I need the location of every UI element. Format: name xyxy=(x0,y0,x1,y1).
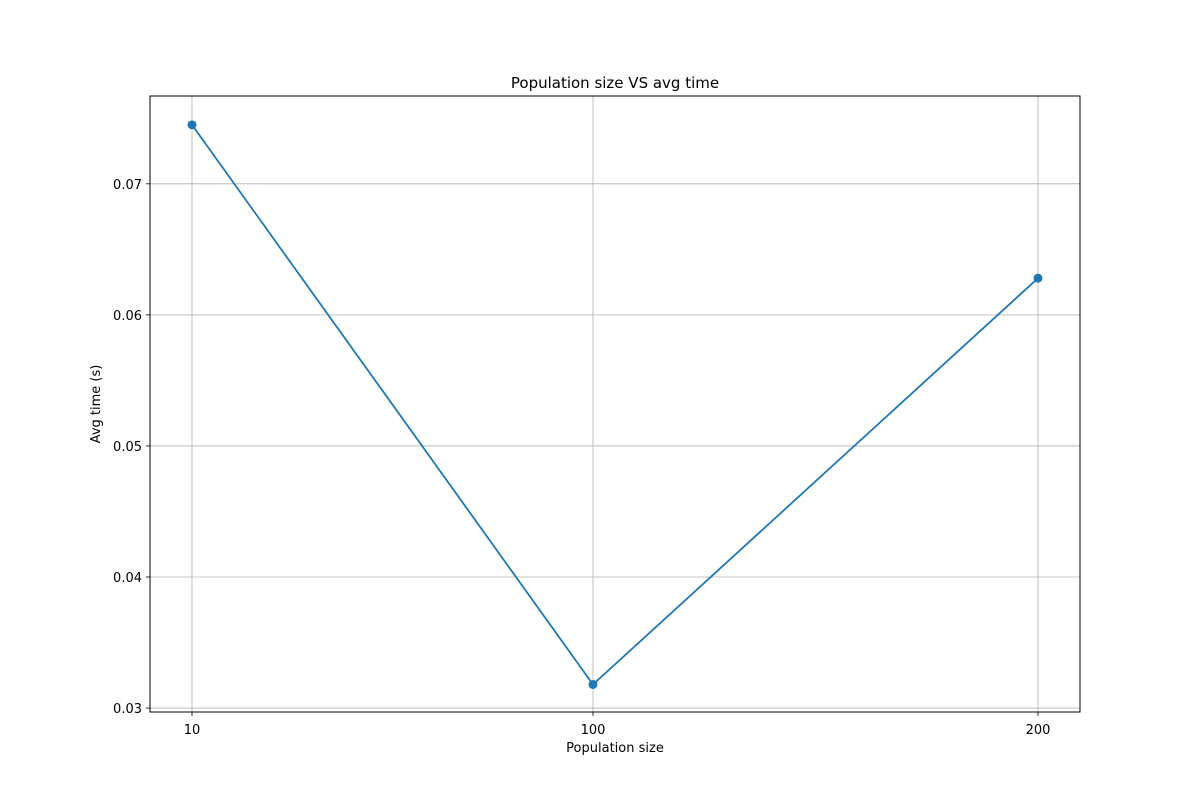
x-tick-label: 200 xyxy=(1026,723,1051,738)
plot-frame xyxy=(149,95,1081,713)
series-layer xyxy=(187,120,1043,689)
data-point xyxy=(187,120,197,130)
y-tick-label: 0.07 xyxy=(113,178,142,193)
chart-title: Population size VS avg time xyxy=(511,74,719,92)
x-tick-label: 100 xyxy=(581,723,606,738)
series-line xyxy=(191,123,1039,686)
data-point xyxy=(1033,273,1043,283)
y-tick-label: 0.05 xyxy=(113,440,142,455)
y-axis-label: Avg time (s) xyxy=(89,365,104,444)
y-tick-label: 0.06 xyxy=(113,309,142,324)
data-point xyxy=(588,679,598,689)
x-axis-label: Population size xyxy=(566,741,664,756)
axis-ticks: 10 100 200 0.03 0.04 0.05 0.06 0.07 xyxy=(113,178,1050,738)
y-tick-label: 0.03 xyxy=(113,702,142,717)
grid-lines xyxy=(150,96,1080,712)
x-tick-label: 10 xyxy=(184,723,201,738)
y-tick-label: 0.04 xyxy=(113,571,142,586)
